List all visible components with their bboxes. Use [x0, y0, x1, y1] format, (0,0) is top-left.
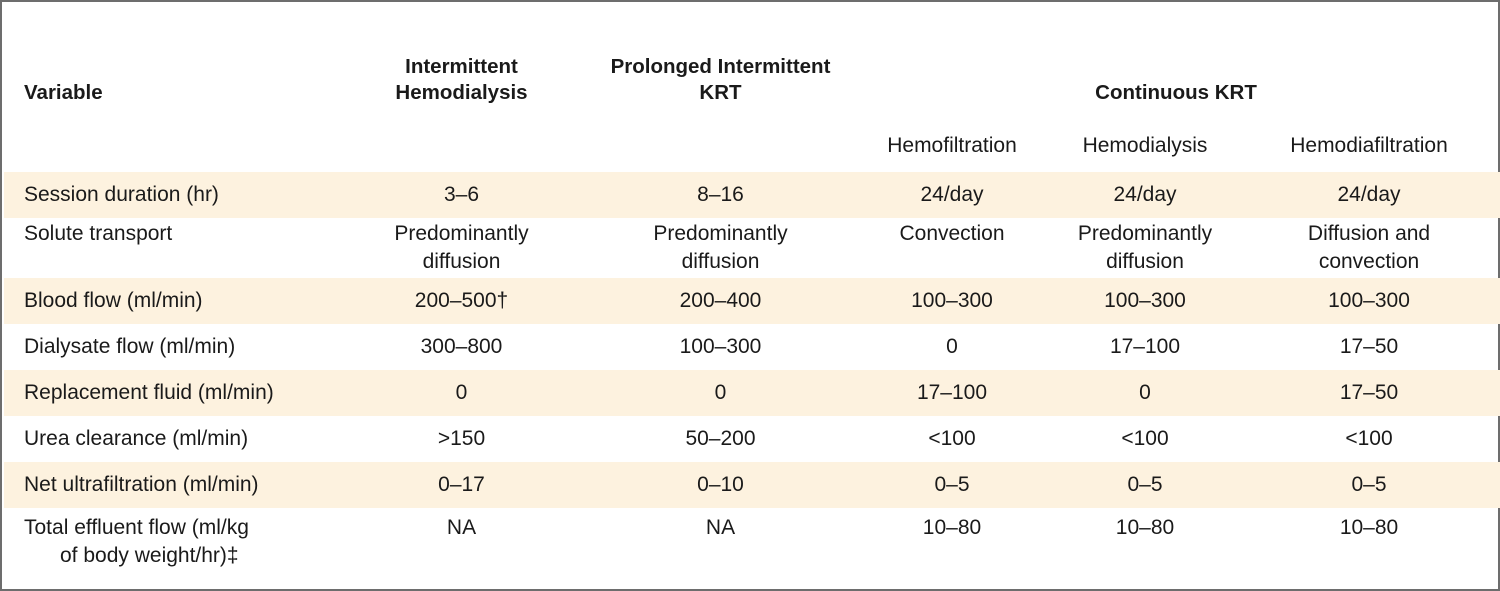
row-label: Blood flow (ml/min) — [4, 278, 334, 324]
table-cell: 100–300 — [1052, 278, 1238, 324]
table-cell: 24/day — [1238, 172, 1500, 218]
table-cell: <100 — [1345, 427, 1393, 450]
table-cell: Diffusion and convection — [1307, 222, 1431, 273]
table-row: Total effluent flow (ml/kg of body weigh… — [4, 508, 1500, 575]
table-cell: Predominantly diffusion — [653, 222, 788, 273]
row-label: Solute transport — [24, 222, 173, 245]
table-cell: 8–16 — [589, 172, 852, 218]
table-row: Session duration (hr) 3–6 8–16 24/day 24… — [4, 172, 1500, 218]
table-cell: 100–300 — [1238, 278, 1500, 324]
table-row: Replacement fluid (ml/min) 0 0 17–100 0 … — [4, 370, 1500, 416]
row-label: Total effluent flow (ml/kg of body weigh… — [24, 516, 249, 567]
column-header-variable: Variable — [24, 81, 103, 104]
table-cell: 24/day — [852, 172, 1052, 218]
table-cell: 10–80 — [1115, 516, 1175, 539]
table-cell: 0 — [1052, 370, 1238, 416]
table-cell: 100–300 — [679, 335, 762, 358]
table-cell: 24/day — [1052, 172, 1238, 218]
table-row: Blood flow (ml/min) 200–500† 200–400 100… — [4, 278, 1500, 324]
table-cell: 200–500† — [334, 278, 589, 324]
table-cell: 200–400 — [589, 278, 852, 324]
column-header-continuous-krt: Continuous KRT — [1095, 81, 1257, 104]
table-cell: NA — [446, 516, 477, 539]
table-cell: NA — [705, 516, 736, 539]
table-cell: 17–50 — [1238, 370, 1500, 416]
table-cell: 100–300 — [852, 278, 1052, 324]
table-cell: 300–800 — [420, 335, 503, 358]
table-row: Solute transport Predominantly diffusion … — [4, 218, 1500, 278]
row-label: Session duration (hr) — [4, 172, 334, 218]
column-header-intermittent-hemodialysis: Intermittent Hemodialysis — [395, 55, 528, 104]
table-row: Dialysate flow (ml/min) 300–800 100–300 … — [4, 324, 1500, 370]
table-cell: 0 — [589, 370, 852, 416]
table-cell: 0–5 — [1052, 462, 1238, 508]
table-cell: <100 — [928, 427, 976, 450]
column-header-prolonged-intermittent-krt: Prolonged Intermittent KRT — [610, 55, 831, 104]
row-label: Dialysate flow (ml/min) — [24, 335, 236, 358]
table-cell: 3–6 — [334, 172, 589, 218]
table-cell: 17–50 — [1339, 335, 1399, 358]
table-cell: 0–10 — [589, 462, 852, 508]
table-cell: <100 — [1121, 427, 1169, 450]
table-cell: 10–80 — [1339, 516, 1399, 539]
row-label: Net ultrafiltration (ml/min) — [4, 462, 334, 508]
subheader-row: Hemofiltration Hemodialysis Hemodiafiltr… — [4, 124, 1500, 172]
table-cell: >150 — [437, 427, 486, 450]
table-cell: 10–80 — [922, 516, 982, 539]
table-cell: 0 — [946, 335, 958, 358]
table-row: Net ultrafiltration (ml/min) 0–17 0–10 0… — [4, 462, 1500, 508]
table-cell: 17–100 — [852, 370, 1052, 416]
krt-comparison-table: Variable Intermittent Hemodialysis Prolo… — [4, 4, 1500, 575]
table-cell: 17–100 — [1109, 335, 1181, 358]
table-row: Urea clearance (ml/min) >150 50–200 <100… — [4, 416, 1500, 462]
subheader-hemodiafiltration: Hemodiafiltration — [1290, 134, 1448, 157]
subheader-hemofiltration: Hemofiltration — [887, 134, 1017, 157]
row-label: Replacement fluid (ml/min) — [4, 370, 334, 416]
header-row: Variable Intermittent Hemodialysis Prolo… — [4, 4, 1500, 124]
table-cell: 0–17 — [334, 462, 589, 508]
table-cell: 50–200 — [685, 427, 756, 450]
table-cell: Predominantly diffusion — [1077, 222, 1213, 273]
table-cell: 0–5 — [852, 462, 1052, 508]
table-cell: Predominantly diffusion — [394, 222, 529, 273]
table-cell: 0–5 — [1238, 462, 1500, 508]
row-label: Urea clearance (ml/min) — [24, 427, 249, 450]
subheader-hemodialysis: Hemodialysis — [1082, 134, 1208, 157]
table-cell: 0 — [334, 370, 589, 416]
table-cell: Convection — [899, 222, 1005, 245]
